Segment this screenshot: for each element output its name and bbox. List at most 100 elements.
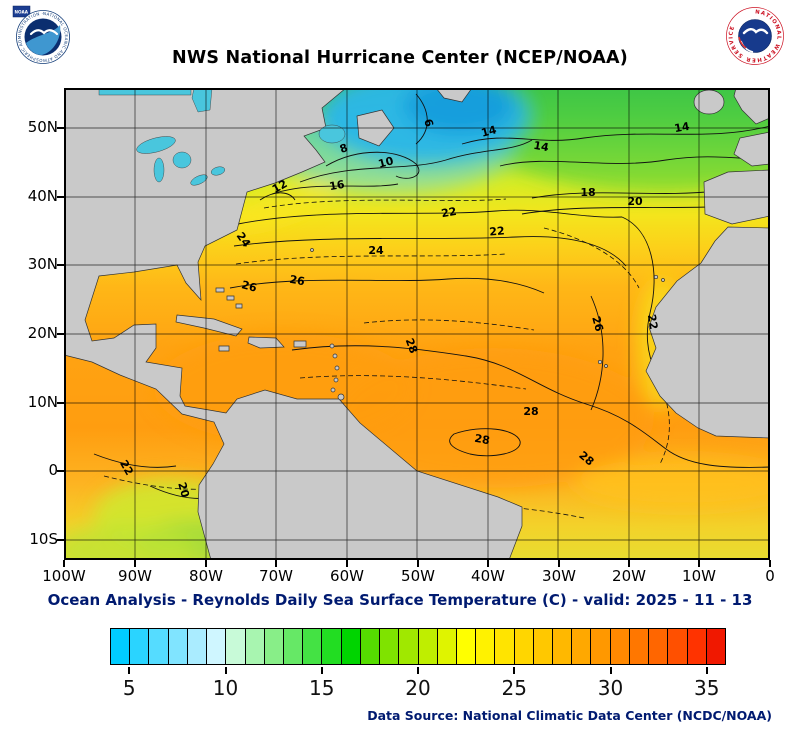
colorbar-segment: [476, 629, 496, 664]
y-axis-tick: [57, 127, 64, 129]
inland-waters: [98, 87, 346, 186]
colorbar-segment: [572, 629, 592, 664]
x-axis-tick-label: 10W: [682, 567, 716, 585]
colorbar-segment: [687, 629, 707, 664]
contour-label: 16: [328, 178, 346, 194]
contour-label: 8: [338, 141, 350, 156]
y-axis-tick: [57, 470, 64, 472]
colorbar-tick-label: 25: [501, 676, 527, 700]
x-axis-tick: [134, 560, 136, 567]
x-axis-tick: [417, 560, 419, 567]
x-axis-tick-label: 90W: [118, 567, 152, 585]
contour-label: 18: [580, 186, 595, 199]
x-axis-tick-label: 20W: [612, 567, 646, 585]
land-canary-capeverde: [597, 274, 665, 368]
colorbar-segment: [553, 629, 573, 664]
x-axis-tick-label: 70W: [259, 567, 293, 585]
x-axis-tick-label: 100W: [42, 567, 86, 585]
colorbar-segment: [418, 629, 438, 664]
contour-label: 26: [288, 273, 306, 289]
colorbar-segment: [668, 629, 688, 664]
y-axis-tick: [57, 402, 64, 404]
y-axis-tick-label: 40N: [27, 187, 58, 205]
colorbar: [110, 628, 726, 665]
colorbar-segment: [283, 629, 304, 664]
contour-label: 24: [368, 244, 384, 257]
y-axis-tick: [57, 196, 64, 198]
y-axis-tick: [57, 539, 64, 541]
colorbar-segment: [649, 629, 669, 664]
lake-superior: [136, 136, 176, 154]
x-axis-tick-label: 50W: [401, 567, 435, 585]
contour-label: 20: [627, 195, 643, 208]
x-axis-tick-label: 40W: [471, 567, 505, 585]
contour-label: 26: [240, 278, 258, 295]
nws-stripe-red: [738, 36, 747, 49]
x-axis-tick-label: 60W: [330, 567, 364, 585]
colorbar-tick-label: 15: [309, 676, 335, 700]
x-axis-tick-label: 80W: [189, 567, 223, 585]
y-axis-tick-label: 50N: [27, 118, 58, 136]
x-axis-tick: [63, 560, 65, 567]
colorbar-segment: [533, 629, 554, 664]
map-frame: [64, 88, 770, 560]
colorbar-segment: [264, 629, 284, 664]
lake-michigan: [153, 157, 165, 183]
x-axis-tick: [698, 560, 700, 567]
contour-label: 28: [473, 432, 490, 447]
colorbar-segment: [168, 629, 188, 664]
contour-label: 6: [421, 117, 436, 128]
colorbar-segment: [111, 629, 131, 664]
landmasses: [63, 87, 771, 561]
x-axis-tick: [275, 560, 277, 567]
contour-label: 28: [403, 336, 420, 355]
land-ireland: [693, 89, 725, 115]
colorbar-segment: [187, 629, 208, 664]
x-axis-tick: [558, 560, 560, 567]
colorbar-segment: [610, 629, 630, 664]
colorbar-segment: [341, 629, 361, 664]
isotherm-contours: [93, 93, 771, 499]
contour-label: 20: [175, 481, 192, 499]
colorbar-segment: [130, 629, 150, 664]
colorbar-segment: [207, 629, 227, 664]
colorbar-segment: [149, 629, 169, 664]
gulf-st-lawrence: [318, 124, 346, 144]
contour-label: 10: [377, 154, 395, 171]
land-cuba: [175, 314, 243, 337]
noaa-logo: NOAA NATIONAL OCEANIC AND ATMOSPHERIC AD…: [12, 5, 70, 64]
x-axis-tick-label: 0: [765, 567, 775, 585]
contour-label: 22: [489, 224, 505, 238]
y-axis-tick-label: 30N: [27, 255, 58, 273]
y-axis-tick-label: 0: [48, 461, 58, 479]
colorbar-segment: [303, 629, 323, 664]
colorbar-segment: [706, 629, 725, 664]
colorbar-segment: [245, 629, 265, 664]
subtitle: Ocean Analysis - Reynolds Daily Sea Surf…: [47, 591, 753, 609]
lake-ontario: [210, 166, 226, 176]
colorbar-tick: [224, 667, 227, 674]
nws-gull-icon: [742, 28, 769, 35]
contour-label: 14: [673, 120, 691, 136]
lake-huron: [172, 151, 192, 169]
colorbar-segment: [360, 629, 381, 664]
nws-logo: NATIONAL WEATHER SERVICE: [726, 7, 784, 65]
y-axis-tick: [57, 264, 64, 266]
graticule: [64, 88, 770, 560]
y-axis-tick-label: 20N: [27, 324, 58, 342]
colorbar-tick: [609, 667, 612, 674]
colorbar-segment: [514, 629, 534, 664]
colorbar-tick: [705, 667, 708, 674]
colorbar-tick-label: 10: [212, 676, 239, 700]
land-lesser-antilles: [310, 248, 345, 401]
contour-label: 22: [645, 313, 660, 330]
colorbar-segment: [591, 629, 611, 664]
x-axis-tick: [769, 560, 771, 567]
y-axis-tick: [57, 333, 64, 335]
contour-label: 26: [589, 315, 606, 333]
page-title: NWS National Hurricane Center (NCEP/NOAA…: [172, 48, 628, 68]
land-jamaica: [218, 345, 230, 352]
y-axis-tick-label: 10S: [29, 530, 58, 548]
contour-label: 14: [480, 123, 498, 140]
